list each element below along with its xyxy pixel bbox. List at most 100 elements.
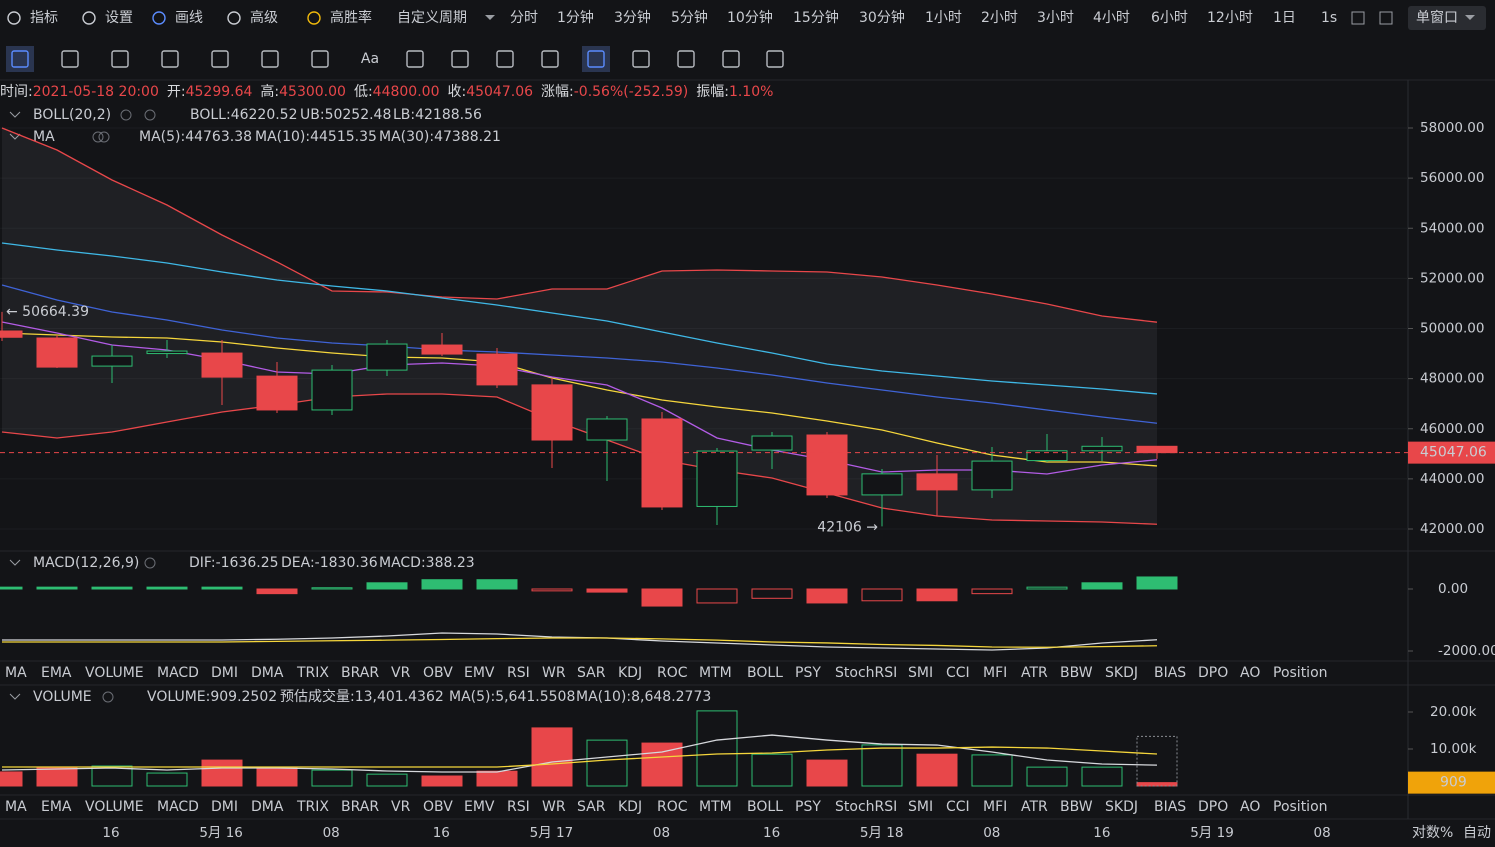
indicator-tab[interactable]: MA (5, 665, 27, 681)
indicator-tab[interactable]: BIAS (1154, 799, 1186, 815)
indicator-tab[interactable]: VOLUME (85, 799, 144, 815)
indicator-tab[interactable]: SAR (577, 665, 606, 681)
tool-text[interactable]: Aa (361, 51, 379, 67)
indicator-tab[interactable]: AO (1240, 665, 1260, 681)
indicator-tab[interactable]: DPO (1198, 799, 1228, 815)
tool-icon[interactable] (161, 50, 179, 68)
indicator-tab[interactable]: PSY (795, 665, 821, 681)
indicator-tab[interactable]: MFI (983, 665, 1007, 681)
toolbar-item[interactable]: 高胜率 (330, 9, 372, 26)
indicator-tab[interactable]: MACD (157, 665, 199, 681)
scale-option[interactable]: % (1440, 825, 1453, 841)
scale-option[interactable]: 对数 (1412, 825, 1440, 841)
tool-icon[interactable] (766, 50, 784, 68)
indicator-tab[interactable]: MFI (983, 799, 1007, 815)
indicator-tab[interactable]: SKDJ (1105, 799, 1138, 815)
period-button[interactable]: 1小时 (925, 10, 962, 26)
period-button[interactable]: 6小时 (1151, 10, 1188, 26)
tool-icon[interactable] (496, 50, 514, 68)
indicator-tab[interactable]: MA (5, 799, 27, 815)
indicator-tab[interactable]: OBV (423, 799, 453, 815)
indicator-tab[interactable]: WR (542, 665, 566, 681)
indicator-tab[interactable]: KDJ (618, 799, 642, 815)
indicator-tab[interactable]: SKDJ (1105, 665, 1138, 681)
indicator-tab[interactable]: MTM (699, 799, 732, 815)
period-button[interactable]: 15分钟 (793, 9, 839, 26)
tool-icon[interactable] (406, 50, 424, 68)
indicator-tab[interactable]: VR (391, 799, 411, 815)
indicator-tab[interactable]: DMI (211, 799, 238, 815)
period-button[interactable]: 3小时 (1037, 10, 1074, 26)
indicator-tab[interactable]: Position (1273, 799, 1328, 815)
indicator-tab[interactable]: BBW (1060, 665, 1093, 681)
indicator-tab[interactable]: ROC (657, 665, 688, 681)
indicator-tab[interactable]: WR (542, 799, 566, 815)
indicator-tab[interactable]: AO (1240, 799, 1260, 815)
indicator-tab[interactable]: RSI (507, 665, 530, 681)
period-button[interactable]: 5分钟 (671, 9, 708, 26)
indicator-tab[interactable]: EMA (41, 799, 72, 815)
toolbar-item[interactable]: 设置 (105, 10, 133, 26)
indicator-tab[interactable]: VR (391, 665, 411, 681)
toolbar-item[interactable]: 高级 (250, 9, 278, 26)
indicator-tab[interactable]: DMI (211, 665, 238, 681)
indicator-tab[interactable]: StochRSI (835, 799, 897, 815)
indicator-tab[interactable]: KDJ (618, 665, 642, 681)
indicator-tab[interactable]: CCI (946, 799, 970, 815)
period-button[interactable]: 1分钟 (557, 9, 594, 26)
indicator-tab[interactable]: TRIX (296, 665, 329, 681)
indicator-tab[interactable]: DPO (1198, 665, 1228, 681)
period-button[interactable]: 分时 (510, 10, 538, 26)
tool-icon[interactable] (311, 50, 329, 68)
indicator-tab[interactable]: TRIX (296, 799, 329, 815)
period-button[interactable]: 1日 (1273, 10, 1296, 26)
tool-icon[interactable] (677, 50, 695, 68)
indicator-tab[interactable]: OBV (423, 665, 453, 681)
tool-icon[interactable] (587, 50, 605, 68)
tool-icon[interactable] (61, 50, 79, 68)
period-button[interactable]: 3分钟 (614, 9, 651, 26)
indicator-tab[interactable]: BOLL (747, 665, 783, 681)
indicator-tab[interactable]: BOLL (747, 799, 783, 815)
tool-icon[interactable] (111, 50, 129, 68)
indicator-tab[interactable]: BIAS (1154, 665, 1186, 681)
tool-icon[interactable] (211, 50, 229, 68)
indicator-tab[interactable]: BRAR (341, 799, 379, 815)
tool-icon[interactable] (451, 50, 469, 68)
indicator-tab[interactable]: SMI (908, 799, 933, 815)
indicator-tab[interactable]: SMI (908, 665, 933, 681)
tool-icon[interactable] (632, 50, 650, 68)
indicator-tab[interactable]: EMA (41, 665, 72, 681)
indicator-tab[interactable]: ATR (1021, 799, 1048, 815)
period-button[interactable]: 2小时 (981, 10, 1018, 26)
toolbar-item[interactable]: 自定义周期 (397, 10, 467, 26)
indicator-tab[interactable]: DMA (251, 799, 284, 815)
indicator-tab[interactable]: VOLUME (85, 665, 144, 681)
indicator-tab[interactable]: BRAR (341, 665, 379, 681)
indicator-tab[interactable]: DMA (251, 665, 284, 681)
period-button[interactable]: 4小时 (1093, 10, 1130, 26)
period-button[interactable]: 10分钟 (727, 9, 773, 26)
indicator-tab[interactable]: PSY (795, 799, 821, 815)
tool-icon[interactable] (11, 50, 29, 68)
indicator-tab[interactable]: ATR (1021, 665, 1048, 681)
tool-icon[interactable] (541, 50, 559, 68)
indicator-tab[interactable]: EMV (464, 665, 495, 681)
indicator-tab[interactable]: Position (1273, 665, 1328, 681)
indicator-tab[interactable]: ROC (657, 799, 688, 815)
scale-option[interactable]: 自动 (1463, 825, 1491, 841)
tool-icon[interactable] (722, 50, 740, 68)
toolbar-item[interactable]: 指标 (30, 10, 58, 26)
window-select[interactable] (1408, 6, 1486, 30)
indicator-tab[interactable]: MTM (699, 665, 732, 681)
period-button[interactable]: 30分钟 (859, 9, 905, 26)
indicator-tab[interactable]: MACD (157, 799, 199, 815)
period-button[interactable]: 1s (1321, 10, 1337, 26)
indicator-tab[interactable]: RSI (507, 799, 530, 815)
period-button[interactable]: 12小时 (1207, 10, 1253, 26)
indicator-tab[interactable]: StochRSI (835, 665, 897, 681)
tool-icon[interactable] (261, 50, 279, 68)
toolbar-item[interactable]: 画线 (175, 10, 203, 26)
indicator-tab[interactable]: SAR (577, 799, 606, 815)
indicator-tab[interactable]: EMV (464, 799, 495, 815)
